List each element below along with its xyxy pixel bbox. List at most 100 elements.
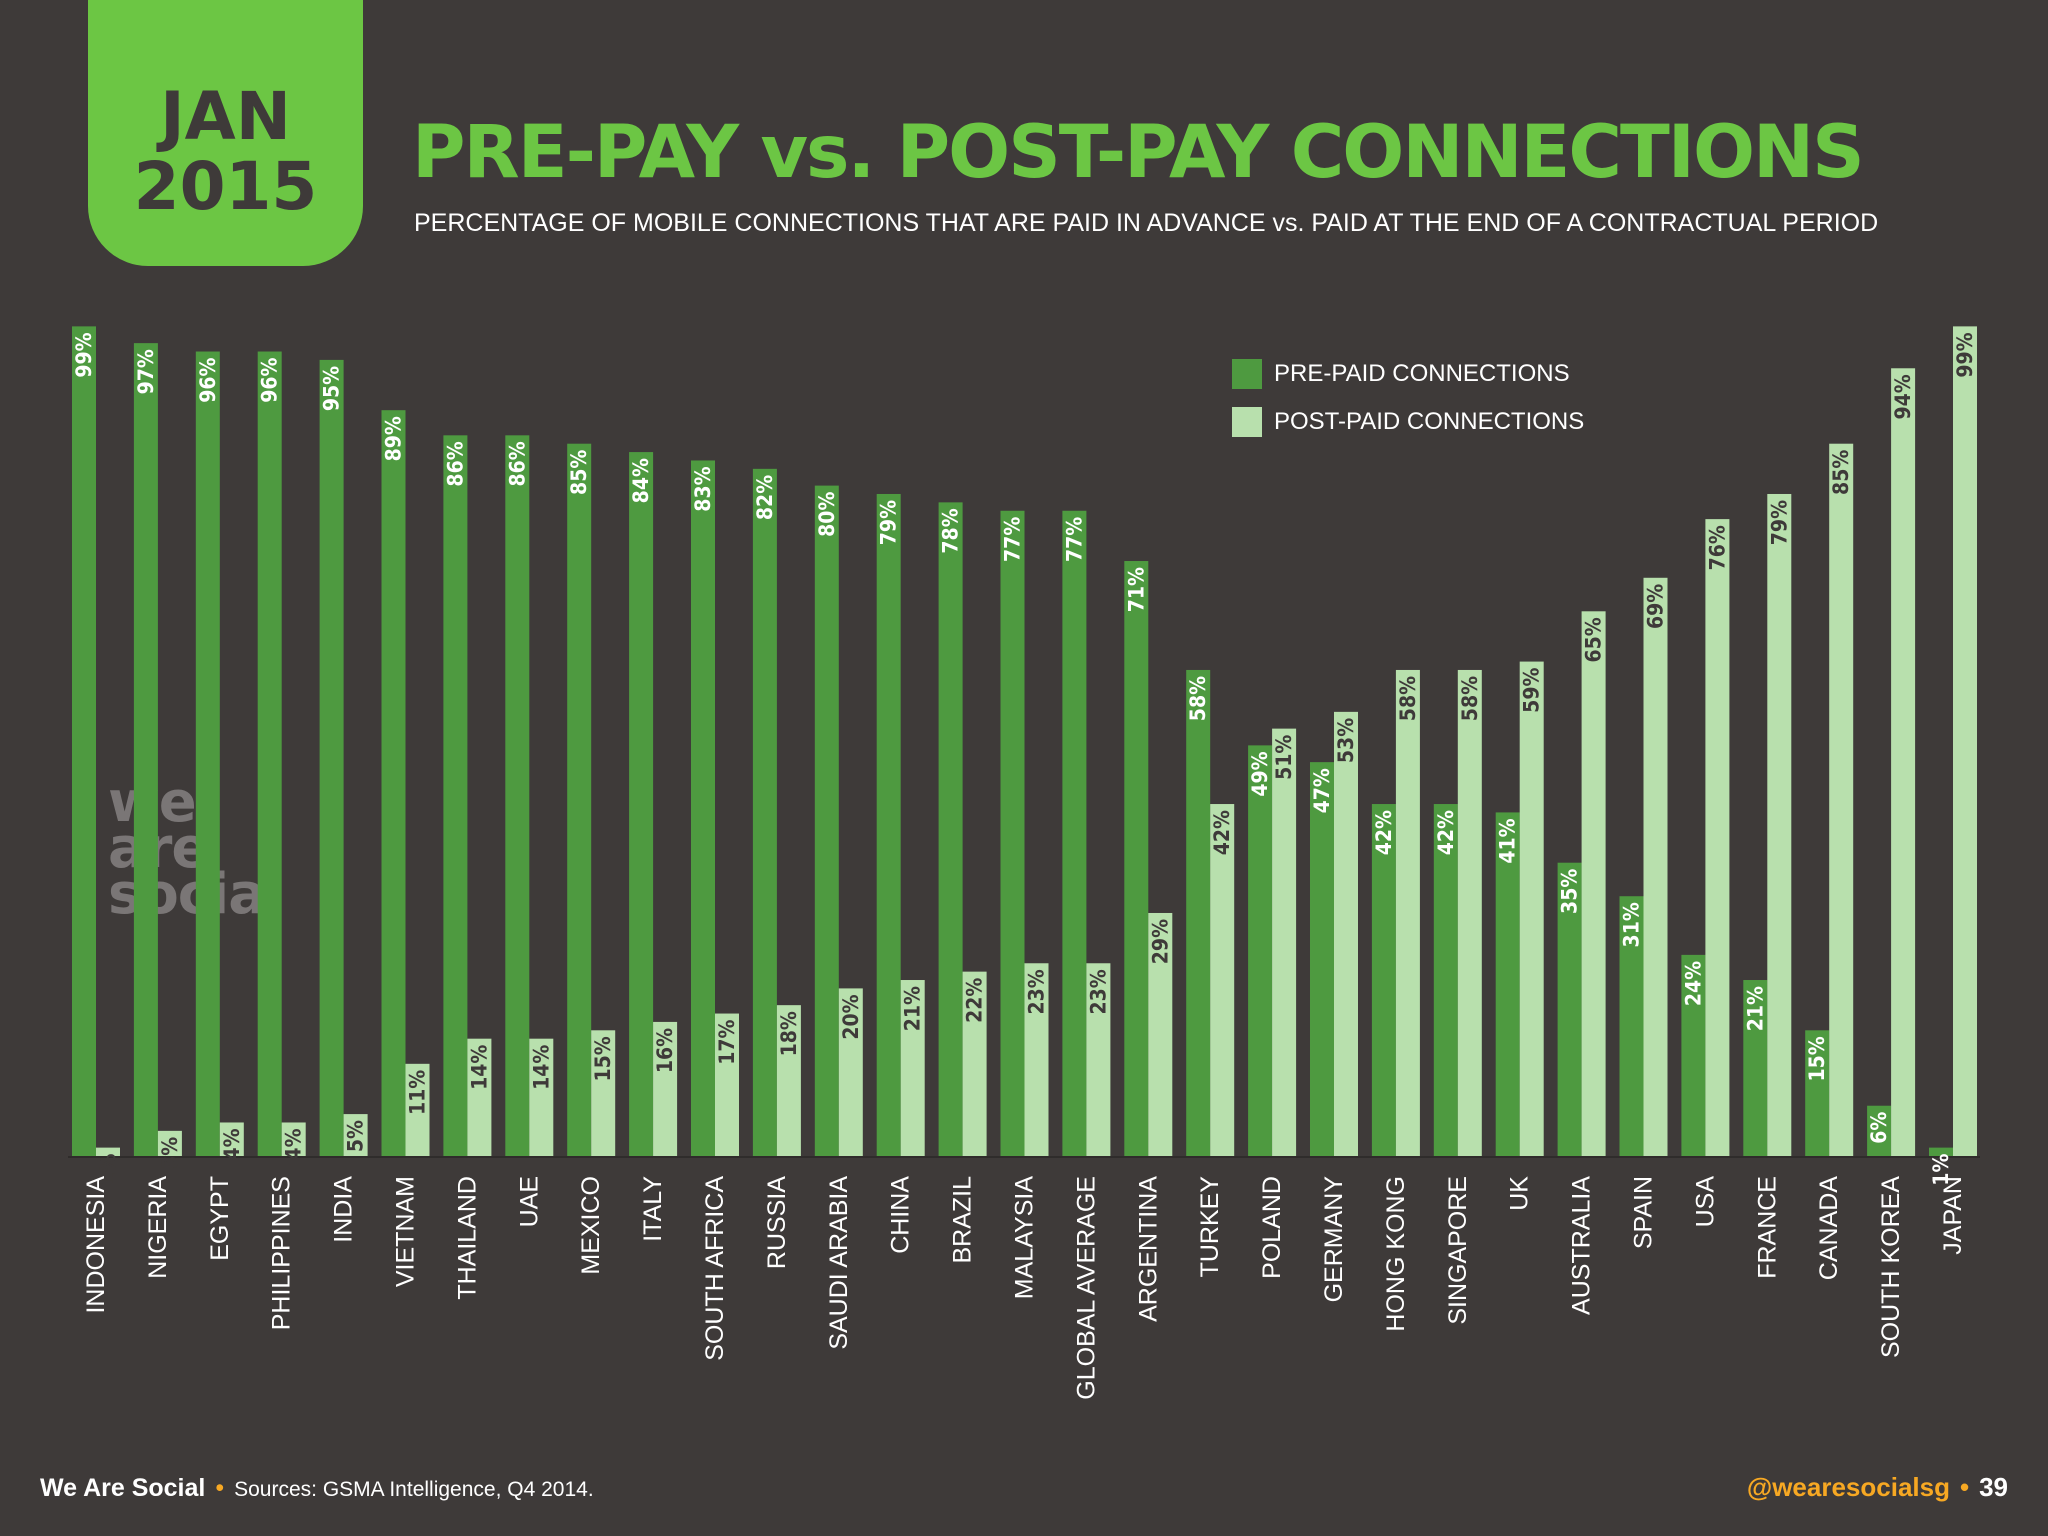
bar-prepaid [1743,980,1768,1156]
category-label: HONG KONG [1382,1176,1410,1332]
category-label: CHINA [887,1176,915,1254]
footer-source: Sources: GSMA Intelligence, Q4 2014. [234,1478,594,1501]
bar-prepaid [1310,762,1334,1156]
data-label-postpaid: 69% [1644,584,1668,629]
data-label-prepaid: 89% [382,416,406,461]
bar-postpaid [96,1147,120,1156]
category-label: PHILIPPINES [268,1176,296,1330]
legend-label-prepaid: PRE-PAID CONNECTIONS [1274,360,1570,387]
bar-postpaid [776,1005,801,1156]
data-label-prepaid: 86% [505,441,529,486]
data-label-postpaid: 22% [963,978,987,1023]
category-label: RUSSIA [763,1176,791,1269]
data-label-postpaid: 76% [1705,525,1729,570]
footer-brand: We Are Social [40,1474,206,1502]
bar-postpaid [591,1030,616,1156]
data-label-prepaid: 84% [629,458,653,503]
data-label-postpaid: 42% [1210,810,1234,855]
bar-prepaid [1371,804,1396,1156]
category-label: SINGAPORE [1444,1176,1472,1325]
bar-postpaid [1767,493,1792,1157]
bar-postpaid [1210,804,1235,1156]
bar-postpaid [467,1038,492,1156]
bar-postpaid [653,1021,678,1156]
bar-postpaid [1334,711,1358,1156]
data-label-postpaid: 18% [777,1011,801,1056]
bar-postpaid [405,1063,430,1156]
category-label: JAPAN [1939,1176,1967,1255]
category-label: TURKEY [1196,1176,1224,1278]
bar-prepaid [257,351,282,1156]
bar-postpaid [1581,611,1606,1156]
category-label: AUSTRALIA [1568,1176,1596,1315]
bar-prepaid [1867,1105,1892,1156]
data-label-postpaid: 17% [715,1019,739,1064]
bar-postpaid [1272,728,1297,1156]
data-label-postpaid: 58% [1458,676,1482,721]
footer-dot: • [1959,1472,1970,1502]
page-subtitle: PERCENTAGE OF MOBILE CONNECTIONS THAT AR… [414,209,1879,237]
data-label-postpaid: 85% [1829,450,1853,495]
bar-prepaid [1248,745,1273,1156]
data-label-postpaid: 15% [591,1036,615,1081]
category-label: MALAYSIA [1011,1176,1039,1300]
bar-prepaid [505,435,530,1156]
data-label-postpaid: 4% [282,1128,306,1160]
bar-postpaid [343,1114,368,1156]
legend-label-postpaid: POST-PAID CONNECTIONS [1274,408,1585,435]
category-label: MEXICO [577,1176,605,1275]
data-label-prepaid: 21% [1743,986,1767,1031]
bar-prepaid [1124,561,1149,1156]
data-label-prepaid: 58% [1186,676,1210,721]
data-label-prepaid: 42% [1372,810,1396,855]
data-label-postpaid: 11% [406,1070,430,1115]
data-label-postpaid: 65% [1582,617,1606,662]
bar-postpaid [838,988,863,1156]
bar-postpaid [1395,669,1420,1156]
bar-prepaid [629,452,654,1157]
data-label-postpaid: 4% [220,1128,244,1160]
category-label: SOUTH KOREA [1877,1176,1905,1358]
footer-left: We Are Social • Sources: GSMA Intelligence… [40,1474,594,1503]
data-label-prepaid: 96% [258,357,282,402]
category-label: USA [1691,1176,1719,1228]
data-label-postpaid: 23% [1086,969,1110,1014]
bar-prepaid [195,351,220,1156]
date-year: 2015 [133,148,318,225]
data-label-prepaid: 80% [815,492,839,537]
bar-postpaid [900,980,925,1156]
bar-prepaid [1681,954,1706,1156]
category-label: ITALY [639,1176,667,1242]
data-label-prepaid: 77% [1062,517,1086,562]
data-label-prepaid: 79% [877,500,901,545]
data-label-postpaid: 53% [1334,718,1358,763]
bar-prepaid [133,343,158,1156]
page-number: 39 [1979,1472,2008,1502]
data-label-prepaid: 82% [753,475,777,520]
bar-postpaid [1086,963,1111,1156]
category-label: SOUTH AFRICA [701,1176,729,1361]
data-label-prepaid: 6% [1867,1112,1891,1144]
bar-prepaid [691,460,715,1157]
data-label-prepaid: 35% [1558,869,1582,914]
data-label-postpaid: 5% [344,1120,368,1152]
data-label-prepaid: 1% [1929,1154,1953,1186]
category-label: GERMANY [1320,1176,1348,1303]
bar-postpaid [1024,963,1049,1156]
bar-prepaid [876,493,901,1157]
data-label-prepaid: 31% [1620,902,1644,947]
date-badge: JAN 2015 [88,0,363,266]
category-label: BRAZIL [949,1176,977,1264]
category-label: POLAND [1258,1176,1286,1279]
data-label-postpaid: 79% [1767,500,1791,545]
bar-postpaid [1705,519,1730,1156]
bar-prepaid [443,435,468,1156]
category-label: SPAIN [1630,1176,1658,1249]
data-label-prepaid: 95% [320,366,344,411]
bar-prepaid [319,359,344,1156]
data-label-postpaid: 59% [1520,668,1544,713]
data-label-prepaid: 41% [1496,818,1520,863]
bar-prepaid [381,410,406,1156]
category-label: GLOBAL AVERAGE [1072,1176,1100,1400]
data-label-prepaid: 85% [567,450,591,495]
